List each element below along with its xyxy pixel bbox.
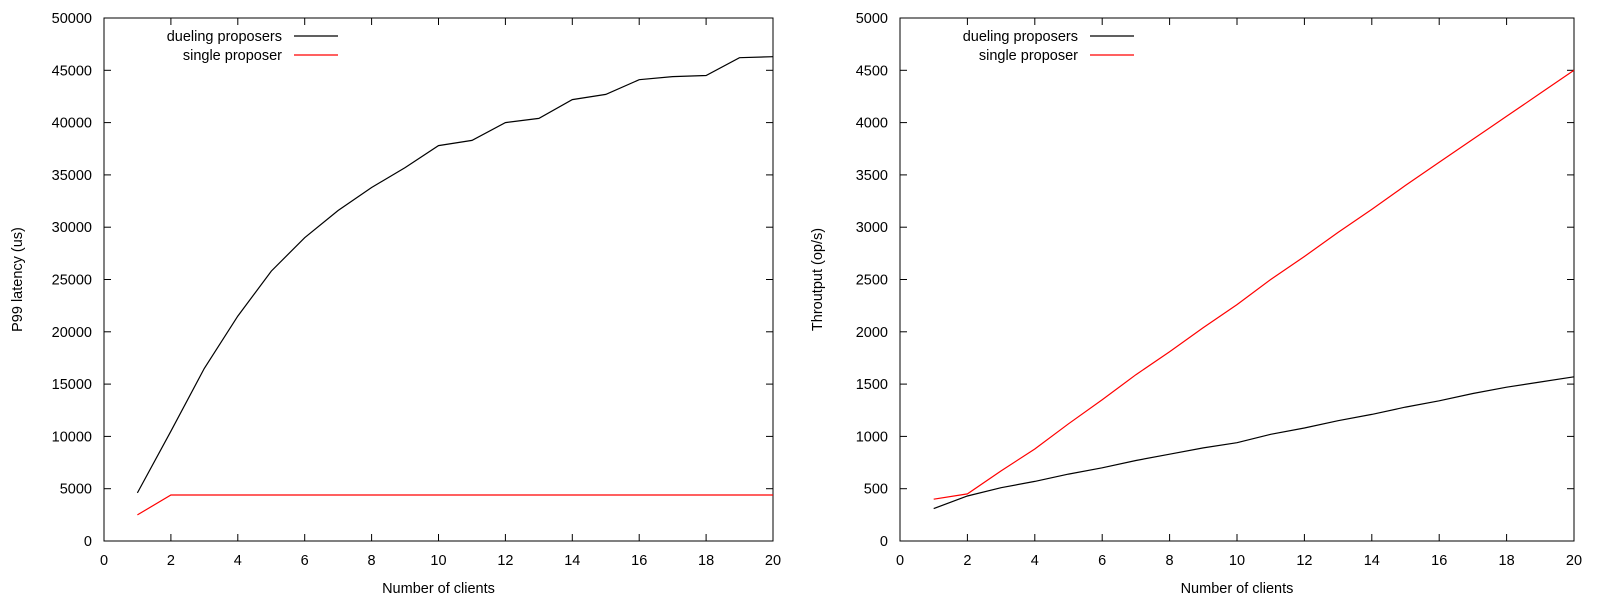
plot-frame — [899, 17, 1575, 542]
x-tick-label: 20 — [1566, 553, 1582, 569]
series-line-single-proposer — [933, 69, 1575, 500]
y-tick-label: 20000 — [52, 325, 92, 341]
x-tick-label: 10 — [1229, 553, 1245, 569]
y-tick-label: 25000 — [52, 273, 92, 289]
x-tick-label: 14 — [1364, 553, 1380, 569]
x-tick-label: 0 — [100, 553, 108, 569]
x-tick-label: 18 — [1499, 553, 1515, 569]
x-tick-label: 0 — [896, 553, 904, 569]
x-tick-label: 12 — [497, 553, 513, 569]
legend-label: dueling proposers — [963, 29, 1078, 45]
y-tick-label: 4500 — [856, 63, 888, 79]
y-tick-label: 1000 — [856, 429, 888, 445]
y-tick-label: 45000 — [52, 63, 92, 79]
x-tick-label: 16 — [631, 553, 647, 569]
y-tick-label: 15000 — [52, 377, 92, 393]
x-tick-label: 6 — [301, 553, 309, 569]
latency-chart: 0 5000 10000 15000 20000 25000 30000 35000 40000… — [10, 11, 781, 597]
x-tick-label: 2 — [167, 553, 175, 569]
legend-label: dueling proposers — [167, 29, 282, 45]
y-tick-label: 0 — [84, 534, 92, 550]
x-tick-label: 8 — [368, 553, 376, 569]
x-tick-label: 8 — [1166, 553, 1174, 569]
x-tick-label: 6 — [1098, 553, 1106, 569]
y-tick-label: 35000 — [52, 168, 92, 184]
y-tick-label: 1500 — [856, 377, 888, 393]
y-tick-label: 5000 — [60, 482, 92, 498]
x-tick-label: 18 — [698, 553, 714, 569]
y-tick-label: 4000 — [856, 116, 888, 132]
x-tick-label: 14 — [564, 553, 580, 569]
y-tick-label: 0 — [880, 534, 888, 550]
x-axis-label: Number of clients — [1181, 581, 1294, 597]
y-tick-label: 50000 — [52, 11, 92, 27]
series-line-dueling-proposers — [933, 376, 1575, 510]
y-tick-label: 5000 — [856, 11, 888, 27]
series-line-dueling-proposers — [136, 56, 774, 494]
y-tick-label: 3500 — [856, 168, 888, 184]
y-tick-label: 500 — [864, 482, 888, 498]
y-tick-label: 2000 — [856, 325, 888, 341]
series-line-single-proposer — [137, 494, 773, 516]
legend-label: single proposer — [979, 48, 1078, 64]
x-tick-label: 20 — [765, 553, 781, 569]
legend-label: single proposer — [183, 48, 282, 64]
x-tick-label: 4 — [1031, 553, 1039, 569]
plot-frame — [103, 17, 774, 542]
y-tick-label: 2500 — [856, 273, 888, 289]
x-tick-label: 10 — [430, 553, 446, 569]
x-tick-label: 4 — [234, 553, 242, 569]
x-axis-label: Number of clients — [382, 581, 495, 597]
x-tick-label: 12 — [1296, 553, 1312, 569]
y-tick-label: 10000 — [52, 429, 92, 445]
x-tick-label: 16 — [1431, 553, 1447, 569]
y-axis-label: P99 latency (us) — [10, 227, 26, 332]
y-tick-label: 3000 — [856, 220, 888, 236]
throughput-chart: 0 500 1000 1500 2000 2500 3000 3500 4000 4500 5000… — [810, 11, 1582, 597]
y-tick-label: 30000 — [52, 220, 92, 236]
x-tick-label: 2 — [963, 553, 971, 569]
y-tick-label: 40000 — [52, 116, 92, 132]
y-axis-label: Throutput (op/s) — [810, 228, 826, 331]
